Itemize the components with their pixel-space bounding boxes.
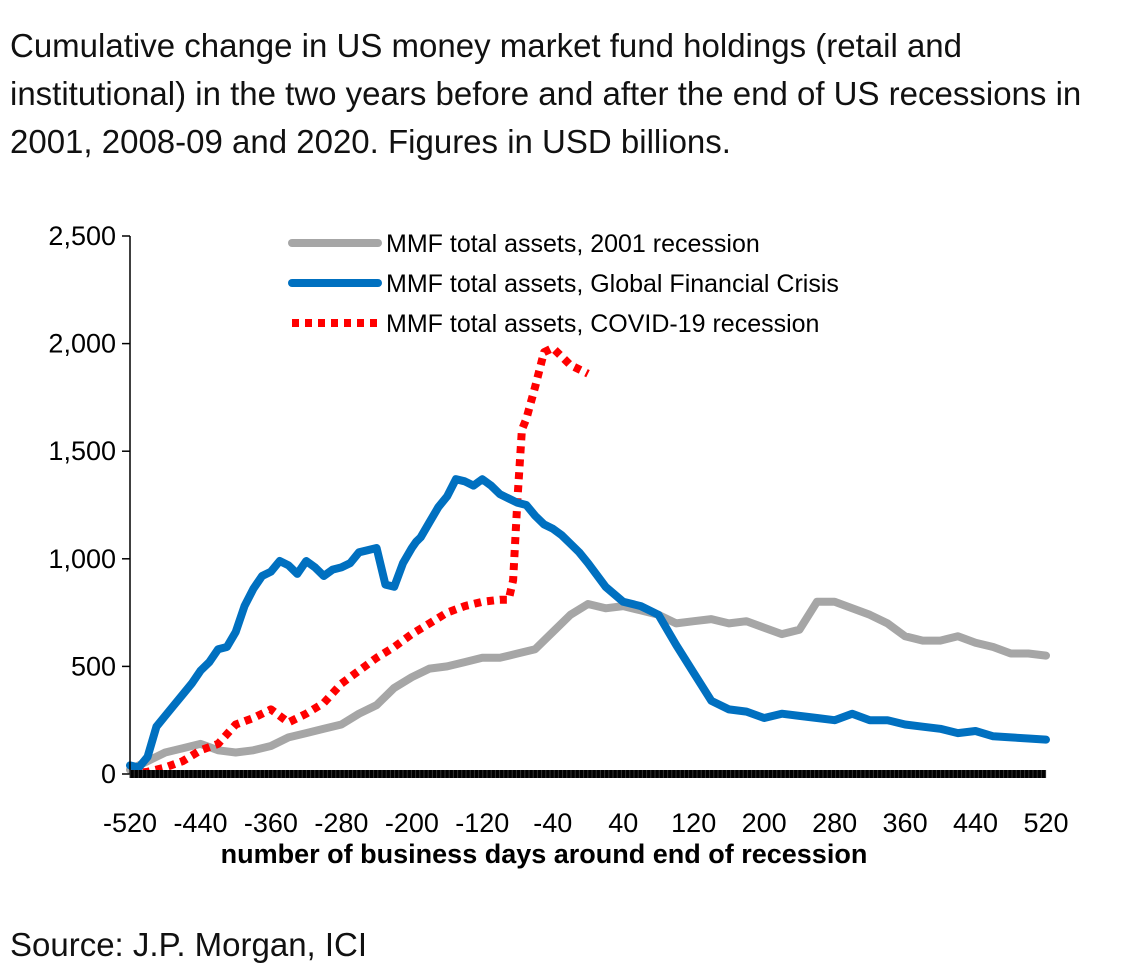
axis-layer: 0 500 1,000 1,500 2,000 2,500 -520 -440 -360 -280… [48, 221, 1068, 838]
series-line-3 [129, 343, 590, 778]
series-line-1 [126, 597, 1050, 774]
chart-caption: Cumulative change in US money market fun… [10, 27, 1082, 160]
legend-label-3: MMF total assets, COVID-19 recession [386, 310, 819, 338]
x-tick-label: -280 [314, 808, 368, 838]
x-tick-label: 440 [953, 808, 998, 838]
legend: MMF total assets, 2001 recession MMF tota… [288, 230, 839, 338]
x-tick-label: -440 [173, 808, 227, 838]
x-tick-label: 120 [671, 808, 716, 838]
source-note: Source: J.P. Morgan, ICI [10, 926, 368, 963]
x-tick-label: 520 [1023, 808, 1068, 838]
line-chart: 0 500 1,000 1,500 2,000 2,500 -520 -440 -360 -280… [48, 221, 1068, 869]
x-tick-label: 200 [742, 808, 787, 838]
x-tick-label: 280 [812, 808, 857, 838]
legend-label-1: MMF total assets, 2001 recession [386, 230, 760, 258]
x-tick-label: 40 [608, 808, 638, 838]
y-tick-label: 500 [71, 651, 116, 681]
x-tick-label: -520 [103, 808, 157, 838]
y-tick-label: 2,000 [48, 329, 116, 359]
y-tick-label: 2,500 [48, 221, 116, 251]
x-tick-label: -40 [533, 808, 572, 838]
y-tick-label: 1,500 [48, 436, 116, 466]
x-tick-label: -120 [455, 808, 509, 838]
y-tick-label: 1,000 [48, 544, 116, 574]
series-layer [126, 343, 1050, 778]
x-tick-label: -200 [385, 808, 439, 838]
series-line-2 [126, 475, 1050, 772]
x-axis-hatching [129, 770, 1047, 778]
x-tick-label: -360 [244, 808, 298, 838]
x-tick-label: 360 [883, 808, 928, 838]
legend-label-2: MMF total assets, Global Financial Crisi… [386, 270, 839, 298]
y-tick-label: 0 [101, 759, 116, 789]
x-axis-title: number of business days around end of re… [221, 839, 868, 869]
